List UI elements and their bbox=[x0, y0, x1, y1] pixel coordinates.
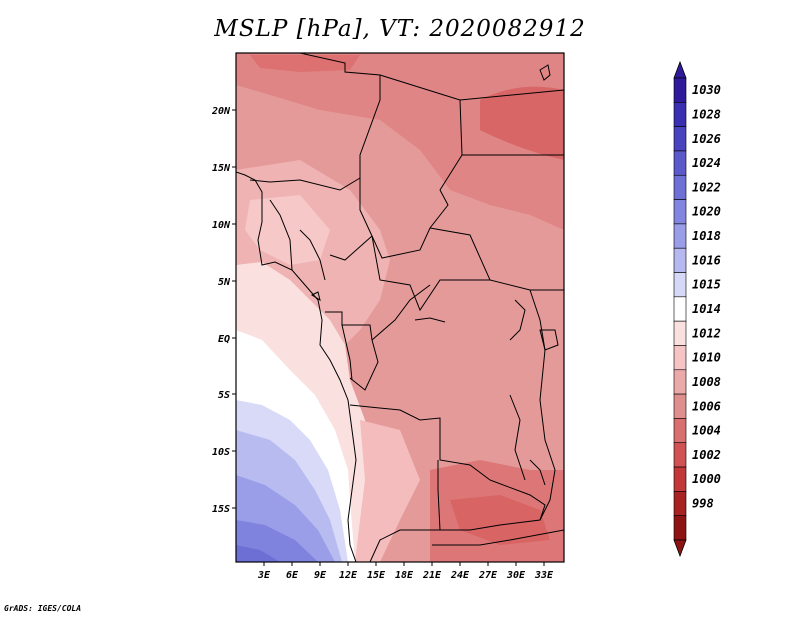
colorbar-label: 1022 bbox=[692, 180, 721, 194]
island-bioko bbox=[310, 291, 321, 302]
colorbar-arrow-bottom bbox=[673, 539, 687, 558]
colorbar-label: 1008 bbox=[692, 375, 721, 389]
colorbar-label: 1020 bbox=[692, 205, 721, 219]
field-1005-north bbox=[250, 55, 360, 72]
colorbar-label: 1012 bbox=[692, 326, 721, 340]
lon-label: 30E bbox=[506, 570, 526, 581]
colorbar-label: 1000 bbox=[692, 472, 721, 486]
lat-label: 5N bbox=[218, 277, 231, 288]
field-1006-north bbox=[236, 53, 564, 230]
colorbar-label: 1002 bbox=[692, 448, 721, 462]
coastline bbox=[236, 171, 357, 562]
colorbar-band bbox=[673, 491, 687, 516]
colorbar-band bbox=[673, 442, 687, 468]
field-1004-south bbox=[450, 495, 550, 545]
colorbar-band bbox=[673, 345, 687, 371]
lon-label: 15E bbox=[367, 570, 386, 581]
lon-label: 18E bbox=[395, 570, 414, 581]
colorbar-band bbox=[673, 126, 687, 152]
colorbar-band bbox=[673, 174, 687, 200]
border-benin-nigeria bbox=[299, 229, 326, 281]
colorbar-label: 1018 bbox=[692, 229, 721, 243]
map-title: MSLP [hPa], VT: 2020082912 bbox=[214, 16, 586, 42]
longitude-axis: 3E 6E 9E 12E 15E 18E 21E 24E 27E 30E 33E bbox=[257, 562, 554, 581]
colorbar: 1030 1028 1026 1024 1022 1020 1018 1016 1015 1014… bbox=[673, 60, 721, 558]
border-east-lakes bbox=[529, 289, 556, 521]
lon-label: 27E bbox=[478, 570, 498, 581]
lat-label: 5S bbox=[218, 390, 230, 401]
colorbar-label: 1006 bbox=[692, 399, 721, 413]
colorbar-label: 1004 bbox=[692, 424, 721, 438]
border-mali-algeria bbox=[249, 53, 381, 191]
colorbar-label: 1030 bbox=[692, 83, 721, 97]
border-nigeria-cameroon bbox=[329, 235, 373, 261]
border-ghana bbox=[269, 199, 293, 271]
lat-label: 10N bbox=[212, 220, 231, 231]
lat-label: 20N bbox=[211, 106, 231, 117]
island-north bbox=[539, 64, 551, 81]
lon-label: 21E bbox=[422, 570, 442, 581]
colorbar-band bbox=[673, 393, 687, 419]
colorbar-band bbox=[673, 223, 687, 249]
latitude-axis: 20N 15N 10N 5N EQ 5S 10S 15S bbox=[211, 106, 236, 515]
colorbar-band bbox=[673, 466, 687, 492]
lat-label: EQ bbox=[218, 334, 230, 345]
colorbar-label: 998 bbox=[692, 497, 714, 511]
colorbar-band bbox=[673, 247, 687, 273]
lat-label: 15S bbox=[212, 504, 230, 515]
credit-label: GrADS: IGES/COLA bbox=[4, 604, 82, 613]
border-gabon bbox=[341, 324, 353, 381]
map-frame bbox=[235, 52, 565, 563]
colorbar-band bbox=[673, 102, 687, 127]
country-borders bbox=[236, 53, 564, 562]
border-gabon-congo bbox=[325, 311, 379, 391]
colorbar-band bbox=[673, 77, 687, 103]
field-1004-northeast bbox=[480, 86, 564, 160]
field-1010-southwest bbox=[355, 420, 420, 562]
pressure-field bbox=[236, 53, 564, 562]
border-drc-angola bbox=[349, 404, 491, 481]
colorbar-label: 1010 bbox=[692, 351, 721, 365]
colorbar-arrow-top bbox=[673, 60, 687, 79]
colorbar-band bbox=[673, 369, 687, 395]
colorbar-band bbox=[673, 320, 687, 346]
colorbar-label: 1015 bbox=[692, 278, 721, 292]
colorbar-label: 1016 bbox=[692, 253, 721, 267]
lon-label: 6E bbox=[286, 570, 299, 581]
lon-label: 12E bbox=[339, 570, 358, 581]
field-1011-west bbox=[245, 195, 330, 265]
lat-label: 15N bbox=[212, 163, 231, 174]
lon-label: 3E bbox=[257, 570, 271, 581]
lake-victoria bbox=[539, 329, 559, 351]
field-1021 bbox=[236, 545, 280, 562]
border-uganda bbox=[509, 299, 526, 341]
river-congo bbox=[414, 317, 446, 323]
lon-label: 33E bbox=[534, 570, 554, 581]
border-congo-drc bbox=[371, 284, 431, 341]
border-libya-sudan bbox=[459, 89, 564, 101]
colorbar-band bbox=[673, 272, 687, 298]
colorbar-band bbox=[673, 150, 687, 176]
colorbar-band bbox=[673, 199, 687, 225]
border-zambia bbox=[440, 479, 546, 531]
colorbar-band bbox=[673, 418, 687, 444]
colorbar-label: 1028 bbox=[692, 107, 721, 121]
lat-label: 10S bbox=[212, 447, 230, 458]
colorbar-label: 1024 bbox=[692, 156, 721, 170]
border-car-cameroon bbox=[371, 235, 490, 312]
border-namibia-botswana bbox=[432, 529, 564, 546]
colorbar-band bbox=[673, 296, 687, 322]
border-angola-zambia bbox=[369, 460, 441, 562]
colorbar-label: 1014 bbox=[692, 302, 721, 316]
colorbar-band bbox=[673, 515, 687, 541]
lon-label: 9E bbox=[314, 570, 327, 581]
lon-label: 24E bbox=[450, 570, 470, 581]
lake-tanganyika bbox=[509, 394, 526, 481]
lake-malawi bbox=[529, 459, 546, 486]
colorbar-label: 1026 bbox=[692, 132, 721, 146]
